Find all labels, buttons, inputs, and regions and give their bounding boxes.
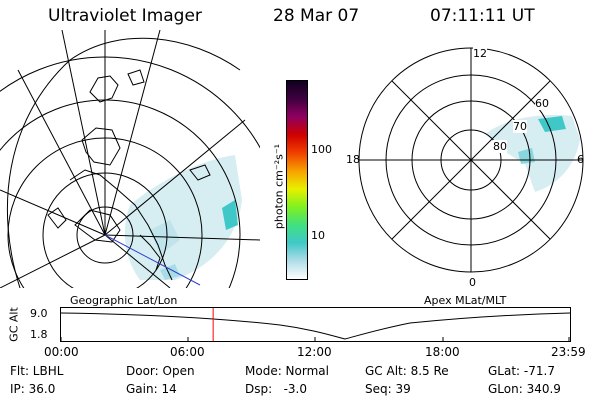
filter-info: Flt: LBHL [10, 364, 64, 378]
mlat-label-80: 80 [493, 140, 507, 153]
instrument-title: Ultraviolet Imager [48, 6, 202, 26]
altitude-ytick-1-8: 1.8 [30, 328, 48, 341]
mlt-label-6: 6 [577, 153, 584, 166]
xtick-1200: 12:00 [297, 345, 332, 359]
ip-info: IP: 36.0 [10, 382, 56, 396]
mode-info: Mode: Normal [245, 364, 329, 378]
glat-info: GLat: -71.7 [488, 364, 555, 378]
xtick-0000: 00:00 [44, 345, 79, 359]
mlt-label-12: 12 [473, 47, 487, 60]
mlat-label-60: 60 [535, 97, 549, 110]
xtick-1800: 18:00 [425, 345, 460, 359]
colorbar-tick-100: 100 [311, 143, 332, 156]
altitude-plot-frame [60, 307, 571, 342]
date-label: 28 Mar 07 [273, 6, 360, 26]
glon-info: GLon: 340.9 [488, 382, 561, 396]
colorbar-tick-10: 10 [311, 229, 325, 242]
geographic-map [0, 30, 260, 288]
seq-info: Seq: 39 [365, 382, 411, 396]
time-label: 07:11:11 UT [430, 6, 535, 26]
mlat-label-70: 70 [513, 120, 527, 133]
polar-mlt-plot [358, 47, 584, 273]
altitude-curve [60, 312, 571, 340]
altitude-strip-chart [60, 307, 571, 342]
mlt-label-18: 18 [346, 153, 360, 166]
dsp-info: Dsp: -3.0 [245, 382, 308, 396]
xtick-0600: 06:00 [170, 345, 205, 359]
colorbar [286, 80, 308, 280]
geographic-label: Geographic Lat/Lon [70, 294, 178, 307]
altitude-ytick-9: 9.0 [30, 307, 48, 320]
gain-info: Gain: 14 [126, 382, 177, 396]
colorbar-unit-label: photon cm⁻²s⁻¹ [272, 143, 286, 230]
gc-alt-info: GC Alt: 8.5 Re [365, 364, 449, 378]
xtick-2359: 23:59 [551, 345, 586, 359]
door-info: Door: Open [126, 364, 195, 378]
mlt-label-0: 0 [469, 276, 476, 289]
altitude-ylabel: GC Alt [7, 307, 21, 342]
apex-label: Apex MLat/MLT [424, 294, 507, 307]
